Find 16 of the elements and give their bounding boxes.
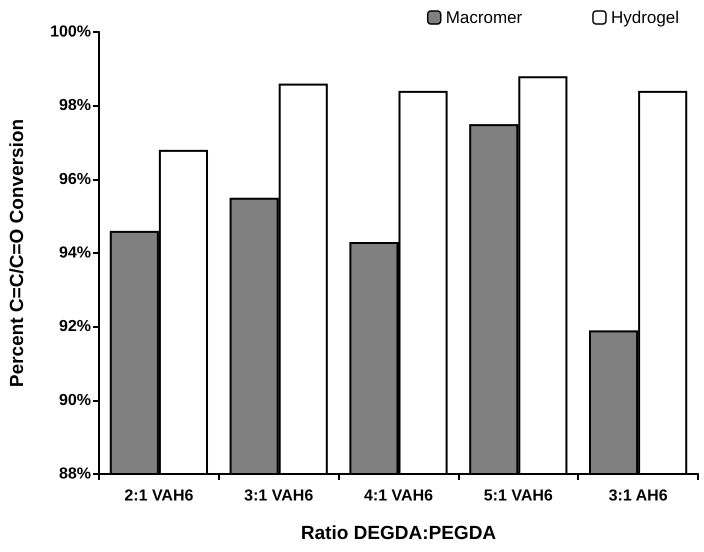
y-tick-label: 90% <box>58 392 91 409</box>
y-tick-label: 100% <box>50 24 91 40</box>
legend-label: Macromer <box>446 8 523 27</box>
x-tick-label: 3:1 AH6 <box>608 488 668 504</box>
x-tick-label: 3:1 VAH6 <box>244 488 314 504</box>
x-tick-label: 4:1 VAH6 <box>364 488 434 504</box>
y-tick-label: 88% <box>58 466 91 482</box>
x-tick-label: 2:1 VAH6 <box>124 488 194 504</box>
x-tick-label: 5:1 VAH6 <box>484 488 553 504</box>
y-tick-label: 98% <box>58 97 91 114</box>
y-tick-label: 92% <box>58 318 91 336</box>
x-axis-title: Ratio DEGDA:PEGDA <box>300 523 496 544</box>
y-axis-title: Percent C=C/C=O Conversion <box>7 118 28 388</box>
legend-label: Hydrogel <box>610 8 680 27</box>
y-tick-label: 94% <box>58 244 91 262</box>
y-tick-label: 96% <box>58 170 91 188</box>
